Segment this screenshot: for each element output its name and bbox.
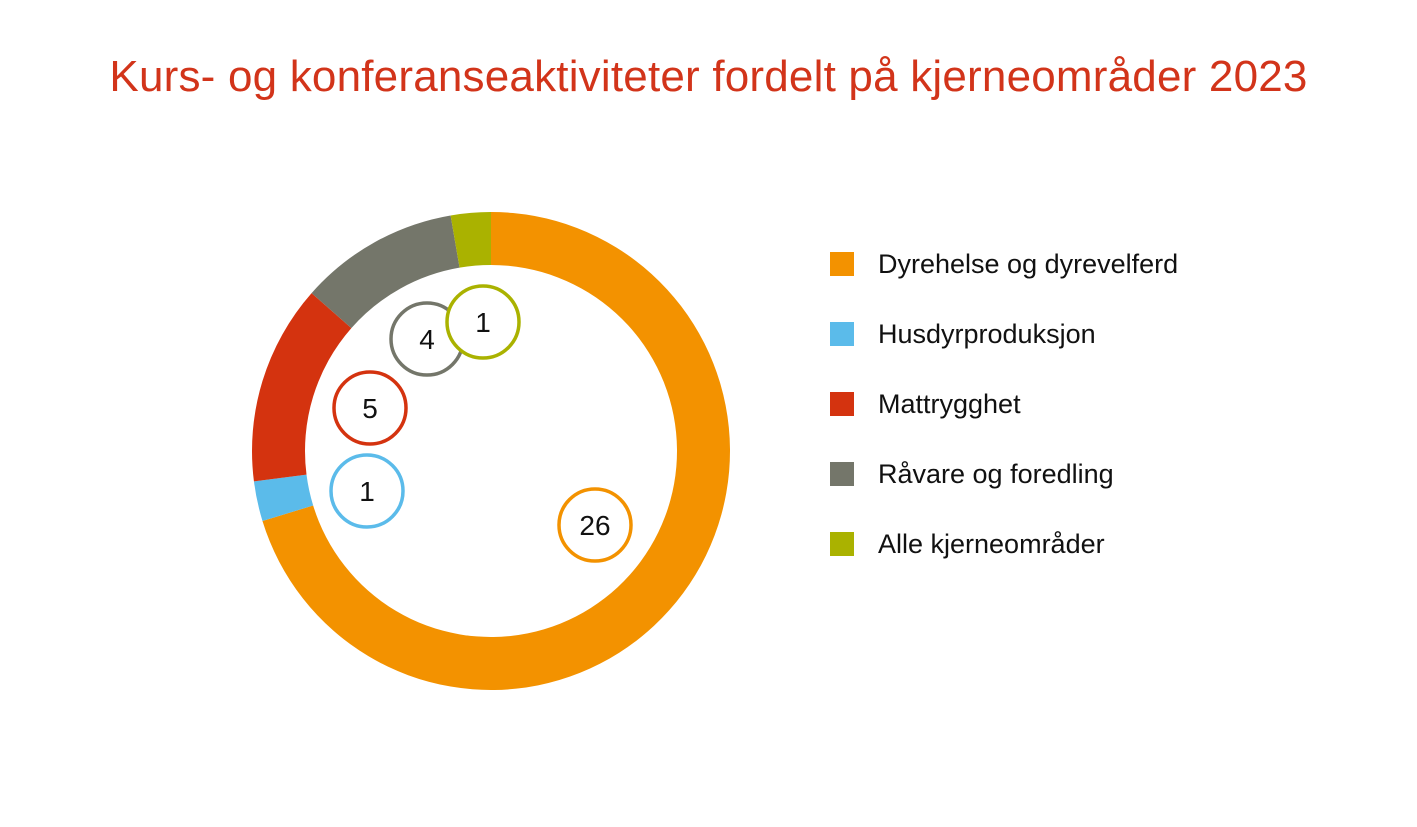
chart-legend: Dyrehelse og dyrevelferd Husdyrproduksjon… [830,244,1178,594]
value-label-text: 5 [362,393,378,424]
legend-label: Alle kjerneområder [878,528,1105,559]
legend-item-mattrygghet: Mattrygghet [830,384,1178,424]
slice-alle-kjerneomrader [450,212,491,268]
legend-swatch [830,532,854,556]
legend-item-alle-kjerneomrader: Alle kjerneområder [830,524,1178,564]
value-label-ravare-og-foredling: 4 [389,301,465,377]
value-label-text: 1 [359,476,375,507]
value-label-mattrygghet: 5 [332,370,408,446]
legend-item-husdyrproduksjon: Husdyrproduksjon [830,314,1178,354]
value-label-husdyrproduksjon: 1 [329,453,405,529]
legend-item-dyrehelse-og-dyrevelferd: Dyrehelse og dyrevelferd [830,244,1178,284]
donut-slices [251,212,730,691]
legend-item-ravare-og-foredling: Råvare og foredling [830,454,1178,494]
legend-swatch [830,462,854,486]
value-label-circle [329,453,405,529]
value-label-circle [332,370,408,446]
value-label-text: 26 [579,510,610,541]
value-label-circle [557,487,633,563]
legend-label: Råvare og foredling [878,458,1114,489]
chart-title: Kurs- og konferanseaktiviteter fordelt p… [109,52,1308,101]
slice-husdyrproduksjon [253,474,314,521]
legend-label: Mattrygghet [878,388,1021,419]
legend-label: Husdyrproduksjon [878,318,1096,349]
value-label-text: 4 [419,324,435,355]
value-label-dyrehelse-og-dyrevelferd: 26 [557,487,633,563]
slice-ravare-og-foredling [311,215,460,329]
slice-mattrygghet [251,293,352,482]
value-label-text: 1 [475,307,491,338]
legend-label: Dyrehelse og dyrevelferd [878,248,1179,279]
legend-swatch [830,322,854,346]
legend-swatch [830,252,854,276]
legend-swatch [830,392,854,416]
value-label-alle-kjerneomrader: 1 [445,284,521,360]
value-label-circle [445,284,521,360]
